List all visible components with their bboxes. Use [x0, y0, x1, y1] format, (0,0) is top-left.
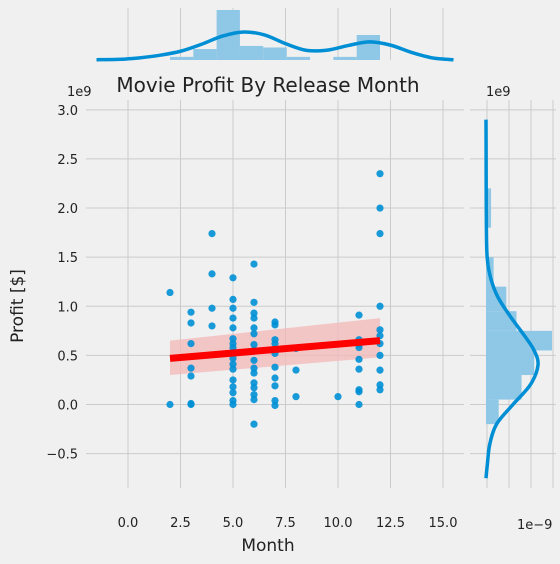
scatter-point	[187, 340, 195, 348]
scatter-point	[376, 326, 384, 334]
y-tick-label: 2.0	[57, 202, 78, 217]
scatter-point	[166, 288, 174, 297]
regression-line	[169, 337, 381, 362]
x-tick-label: 10.0	[324, 516, 353, 531]
top-histogram-bar	[286, 56, 311, 60]
x-tick-label: 5.0	[223, 516, 244, 531]
y-tick-label: 2.5	[57, 153, 78, 168]
scatter-point	[250, 356, 258, 364]
scatter-point	[187, 400, 195, 409]
scatter-point	[355, 388, 363, 396]
x-tick-label: 0.0	[118, 516, 139, 531]
scatter-point	[229, 274, 237, 282]
scatter-point	[250, 369, 258, 377]
right-histogram-bar	[486, 330, 552, 351]
scatter-point	[250, 324, 258, 332]
scatter-point	[355, 355, 363, 363]
top-marginal	[96, 10, 454, 62]
scatter-point	[376, 229, 384, 238]
bottom-right-scale-label: 1e−9	[517, 518, 552, 533]
top-histogram-bar	[263, 47, 287, 60]
scatter-point	[208, 229, 216, 238]
y-axis-label: Profit [$]	[8, 269, 28, 343]
top-histogram-bar	[239, 45, 264, 60]
scatter-point	[250, 260, 258, 268]
top-histogram-bar	[356, 35, 380, 60]
scatter-point	[229, 383, 237, 391]
regression-layer	[169, 337, 381, 362]
right-histogram-bar	[486, 350, 535, 376]
top-histogram-bar	[193, 49, 217, 60]
scatter-point	[250, 330, 258, 338]
scatter-point	[250, 395, 258, 404]
scatter-point	[271, 382, 279, 390]
x-tick-label: 15.0	[429, 516, 458, 531]
y-tick-label: 0.5	[57, 349, 78, 364]
scatter-point	[271, 321, 279, 329]
x-tick-label: 12.5	[376, 516, 405, 531]
scatter-point	[292, 393, 300, 401]
scatter-point	[334, 393, 342, 401]
scatter-point	[187, 319, 195, 327]
scatter-point	[166, 400, 174, 409]
right-histogram-bar	[486, 399, 499, 425]
scatter-point	[271, 401, 279, 410]
scatter-point	[376, 170, 384, 178]
top-histogram-bar	[333, 56, 357, 60]
scatter-point	[292, 366, 300, 374]
y-tick-label: 1.5	[57, 251, 78, 266]
right-kde-curve	[484, 119, 540, 479]
scatter-point	[229, 314, 237, 322]
scatter-point	[376, 302, 384, 310]
right-scale-label: 1e9	[486, 85, 511, 100]
chart-title: Movie Profit By Release Month	[116, 73, 419, 97]
scatter-point	[208, 270, 216, 278]
scatter-point	[271, 363, 279, 371]
scatter-point	[355, 311, 363, 319]
right-marginal	[484, 119, 552, 479]
scatter-point	[229, 295, 237, 304]
scatter-point	[376, 366, 384, 374]
x-tick-label: 7.5	[275, 516, 296, 531]
y-tick-label: −0.5	[46, 448, 78, 463]
scatter-point	[229, 376, 237, 384]
scatter-point	[355, 400, 363, 409]
scatter-point	[208, 304, 216, 312]
y-tick-label: 0.0	[57, 399, 78, 414]
x-axis-label: Month	[241, 536, 294, 556]
scatter-point	[229, 400, 237, 409]
scatter-point	[187, 372, 195, 380]
scatter-point	[187, 308, 195, 316]
scatter-point	[208, 322, 216, 330]
y-scale-label: 1e9	[67, 85, 92, 100]
scatter-point	[250, 298, 258, 306]
scatter-point	[250, 314, 258, 322]
y-tick-label: 1.0	[57, 300, 78, 315]
scatter-point	[376, 386, 384, 394]
scatter-point	[376, 351, 384, 359]
grid-layer	[86, 8, 556, 488]
scatter-point	[376, 204, 384, 212]
scatter-point	[229, 324, 237, 332]
right-histogram-bar	[486, 188, 492, 228]
top-histogram-bar	[170, 56, 194, 60]
scatter-point	[250, 420, 258, 428]
top-kde-curve	[96, 30, 454, 62]
scatter-point	[271, 374, 279, 382]
scatter-point	[271, 340, 279, 348]
scatter-point	[229, 304, 237, 312]
right-histogram-bar	[486, 375, 522, 400]
scatter-point	[250, 384, 258, 392]
scatter-point	[229, 365, 237, 373]
scatter-point	[229, 389, 237, 397]
scatter-point	[250, 340, 258, 349]
y-tick-label: 3.0	[57, 104, 78, 119]
x-tick-label: 2.5	[170, 516, 191, 531]
tick-label-layer: 0.0 2.5 5.0 7.5 10.0 12.5 15.0 −0.5 0.0 0.5 1.0 1.5…	[46, 104, 457, 531]
scatter-point	[355, 365, 363, 373]
scatter-point	[187, 364, 195, 372]
